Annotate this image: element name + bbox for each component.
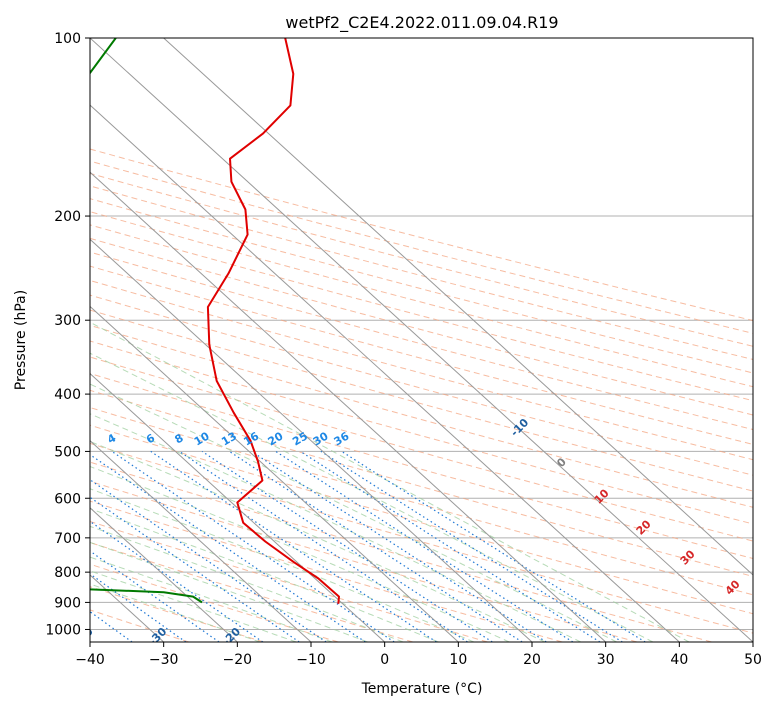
y-tick-label: 100 <box>54 31 81 47</box>
x-tick-label: 50 <box>744 652 762 668</box>
x-tick-label: −20 <box>223 652 253 668</box>
mixing-ratio-line <box>90 550 220 642</box>
chart-title: wetPf2_C2E4.2022.011.09.04.R19 <box>285 13 558 33</box>
dry-adiabat <box>90 407 753 596</box>
y-tick-label: 500 <box>54 444 81 460</box>
y-tick-label: 800 <box>54 565 81 581</box>
moist-adiabat <box>90 583 261 642</box>
y-tick-label: 300 <box>54 313 81 329</box>
x-tick-label: 40 <box>670 652 688 668</box>
mixing-ratio-line <box>150 450 437 642</box>
mixing-ratio-line <box>275 450 574 642</box>
y-tick-label: 1000 <box>45 622 81 638</box>
dry-adiabat <box>90 279 753 461</box>
moist-adiabat <box>90 352 654 642</box>
mixing-ratio-line <box>90 520 264 642</box>
axes: −40 −30 −20 −10 0 10 20 30 40 50 100 200 300 400 500 60… <box>45 31 762 668</box>
temperature-profile <box>206 38 340 604</box>
dry-adiabat <box>90 340 753 525</box>
mixing-ratio-line <box>90 479 327 642</box>
dry-adiabat <box>90 480 638 642</box>
y-tick-label: 200 <box>54 209 81 225</box>
isotherm-line <box>90 507 238 642</box>
x-tick-label: 0 <box>380 652 389 668</box>
dry-adiabat <box>90 251 753 431</box>
isotherm-line <box>90 305 459 642</box>
plot-frame <box>89 37 754 643</box>
mixing-ratio-line <box>90 573 187 642</box>
dry-adiabat <box>90 500 563 642</box>
moist-adiabat <box>90 383 617 642</box>
x-tick-label: −30 <box>149 652 179 668</box>
dry-adiabat <box>90 265 753 445</box>
mixing-ratio-line <box>90 496 300 642</box>
grid-layer <box>90 38 753 642</box>
y-tick-label: 700 <box>54 531 81 547</box>
isotherm-line <box>163 38 753 576</box>
dry-adiabat <box>90 461 712 642</box>
moist-adiabat <box>90 413 582 642</box>
moist-adiabat <box>90 541 368 642</box>
x-tick-label: 20 <box>523 652 541 668</box>
moist-adiabat <box>90 465 510 642</box>
dry-adiabat <box>90 424 753 615</box>
y-tick-label: 400 <box>54 387 81 403</box>
y-axis-title: Pressure (hPa) <box>13 290 29 390</box>
dry-adiabat <box>90 294 753 476</box>
sounding-curves <box>90 38 340 604</box>
isotherm-line <box>90 104 680 642</box>
isotherm-line <box>90 372 386 642</box>
mixing-ratio-line <box>300 450 601 642</box>
mixing-ratio-line <box>229 450 523 642</box>
y-tick-label: 900 <box>54 595 81 611</box>
moist-adiabat <box>90 556 333 642</box>
x-axis-title: Temperature (°C) <box>361 681 483 697</box>
y-tick-label: 600 <box>54 491 81 507</box>
mixing-ratio-line <box>251 450 547 642</box>
dry-adiabat <box>90 324 753 508</box>
isotherm-label: -40 <box>73 625 96 648</box>
isotherm-line <box>90 171 607 642</box>
x-tick-label: −40 <box>75 652 105 668</box>
isotherm-line <box>90 439 312 642</box>
mixing-ratio-line <box>90 453 366 642</box>
dry-adiabat <box>90 309 753 492</box>
isotherm-line <box>90 238 533 642</box>
moist-adiabat <box>90 508 439 642</box>
x-tick-label: 10 <box>449 652 467 668</box>
isotherm-line <box>90 38 753 642</box>
x-tick-label: 30 <box>597 652 615 668</box>
mixing-ratio-line <box>111 450 395 642</box>
dry-adiabat <box>90 389 753 577</box>
x-tick-label: −10 <box>296 652 326 668</box>
